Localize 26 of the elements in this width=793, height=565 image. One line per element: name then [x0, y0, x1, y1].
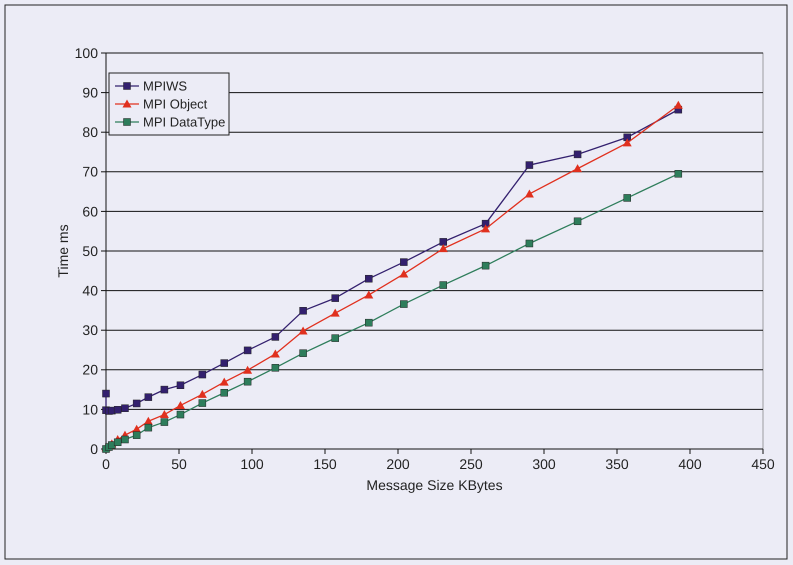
- legend-label: MPIWS: [143, 78, 188, 94]
- x-tick-label: 450: [751, 456, 775, 472]
- y-tick-label: 10: [82, 401, 98, 418]
- x-tick-label: 50: [171, 456, 187, 472]
- x-axis-title: Message Size KBytes: [366, 477, 503, 493]
- x-tick-label: 200: [386, 456, 410, 472]
- y-tick-label: 60: [82, 203, 98, 220]
- y-tick-label: 90: [82, 84, 98, 100]
- y-tick-label: 80: [82, 124, 98, 140]
- legend-label: MPI Object: [143, 96, 208, 112]
- x-tick-label: 0: [102, 456, 110, 472]
- y-tick-label: 30: [82, 322, 98, 338]
- y-tick-label: 20: [82, 362, 98, 378]
- x-tick-label: 150: [313, 456, 337, 472]
- y-tick-label: 50: [82, 242, 98, 259]
- y-tick-label: 70: [82, 164, 98, 180]
- x-tick-label: 100: [240, 456, 264, 472]
- y-tick-label: 100: [74, 44, 98, 61]
- x-tick-label: 300: [532, 456, 556, 472]
- legend-label: MPI DataType: [143, 114, 226, 130]
- x-tick-label: 400: [678, 456, 702, 472]
- y-tick-label: 0: [90, 440, 98, 457]
- y-tick-label: 40: [82, 282, 98, 298]
- x-tick-label: 250: [459, 456, 483, 472]
- x-tick-label: 350: [605, 456, 629, 472]
- y-axis-title: Time ms: [55, 224, 71, 278]
